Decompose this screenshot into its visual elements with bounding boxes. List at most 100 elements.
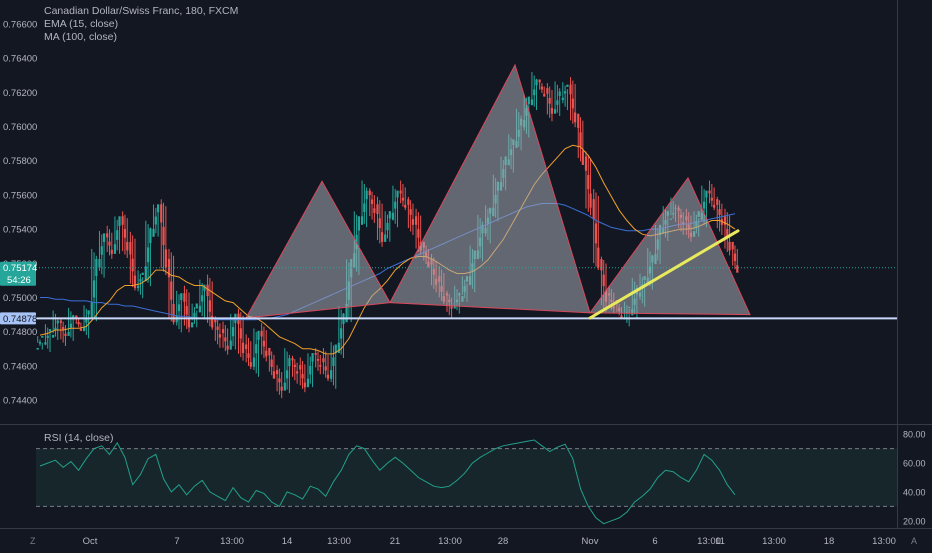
candle	[201, 295, 204, 302]
candle	[384, 234, 387, 242]
candle	[239, 328, 242, 339]
ma-indicator-label[interactable]: MA (100, close)	[44, 31, 117, 43]
time-tick-label: 6	[652, 536, 657, 547]
candle	[136, 285, 140, 289]
candle	[530, 99, 534, 106]
time-tick-label: 13:00	[220, 536, 244, 547]
candle	[345, 304, 348, 323]
candle	[391, 212, 395, 220]
candle	[177, 304, 181, 312]
candle	[85, 318, 88, 323]
trendline	[588, 229, 740, 320]
candle	[106, 233, 109, 238]
candle	[270, 359, 273, 368]
candle	[208, 300, 211, 312]
candle	[337, 342, 340, 354]
candle	[376, 204, 379, 214]
candle	[566, 84, 569, 87]
candle	[160, 204, 163, 223]
candle	[527, 96, 530, 105]
price-tick-label: 0.75800	[3, 156, 37, 167]
right-shoulder-shape	[589, 176, 751, 316]
candle	[231, 327, 235, 337]
price-badge	[0, 261, 36, 286]
candle	[36, 347, 39, 350]
candle	[561, 97, 564, 101]
candle	[38, 341, 42, 344]
candle	[149, 228, 152, 244]
zoom-icon[interactable]: Z	[30, 536, 36, 546]
price-tick-label: 0.76600	[3, 19, 37, 30]
candle	[90, 301, 93, 319]
candle	[401, 197, 405, 201]
candle	[314, 353, 317, 355]
time-tick-label: Nov	[582, 536, 599, 547]
candle	[319, 365, 322, 367]
candle	[355, 234, 358, 250]
candle	[540, 86, 544, 90]
auto-scale-toggle[interactable]: A	[911, 536, 918, 546]
candle	[100, 246, 103, 255]
time-tick-label: 13:00	[438, 536, 462, 547]
rsi-indicator-label[interactable]: RSI (14, close)	[44, 432, 114, 444]
candle	[283, 382, 286, 391]
candle	[332, 357, 335, 366]
candle	[311, 353, 314, 362]
candle	[92, 280, 96, 298]
candles	[36, 71, 739, 399]
candle	[553, 109, 557, 114]
candle	[62, 327, 65, 330]
ema-indicator-label[interactable]: EMA (15, close)	[44, 18, 119, 30]
price-tick-label: 0.76000	[3, 122, 37, 133]
candle	[538, 79, 541, 83]
candle	[272, 371, 276, 379]
candle	[77, 321, 80, 325]
candle	[41, 335, 44, 338]
rsi-tick-label: 60.00	[903, 459, 926, 469]
candle	[154, 216, 157, 225]
candle	[399, 190, 402, 194]
candle	[129, 241, 132, 255]
candle	[288, 358, 291, 367]
candle	[206, 284, 209, 297]
price-tick-label: 0.74800	[3, 327, 37, 338]
price-tick-label: 0.75600	[3, 190, 37, 201]
candle	[110, 249, 113, 254]
symbol-title[interactable]: Canadian Dollar/Swiss Franc, 180, FXCM	[44, 5, 239, 17]
candle	[705, 190, 708, 198]
candle	[728, 241, 731, 251]
candle	[546, 88, 549, 94]
candle	[533, 89, 536, 96]
time-tick-label: 11	[715, 536, 725, 547]
price-badge-label: 0.75174	[3, 263, 37, 274]
candle	[368, 190, 371, 196]
candle	[584, 156, 588, 171]
candle	[577, 113, 580, 128]
time-tick-label: 13:00	[872, 536, 896, 547]
head-shape	[389, 63, 591, 314]
candle	[574, 112, 577, 123]
candle	[172, 304, 175, 323]
candle	[211, 316, 214, 328]
candle	[180, 293, 183, 301]
candle	[257, 330, 260, 340]
candle	[299, 365, 302, 370]
candle	[543, 93, 546, 97]
candle	[291, 358, 294, 361]
candle	[316, 359, 320, 361]
candle	[59, 320, 62, 323]
candle	[330, 370, 333, 379]
candle	[193, 312, 196, 318]
candle	[407, 199, 410, 205]
candle	[414, 216, 418, 225]
ma100-line	[40, 203, 736, 321]
candle	[123, 229, 127, 238]
candle	[726, 229, 729, 238]
candle	[275, 370, 279, 375]
candle	[378, 218, 381, 228]
candle	[581, 150, 584, 165]
candle	[121, 216, 124, 225]
candle	[218, 334, 222, 338]
